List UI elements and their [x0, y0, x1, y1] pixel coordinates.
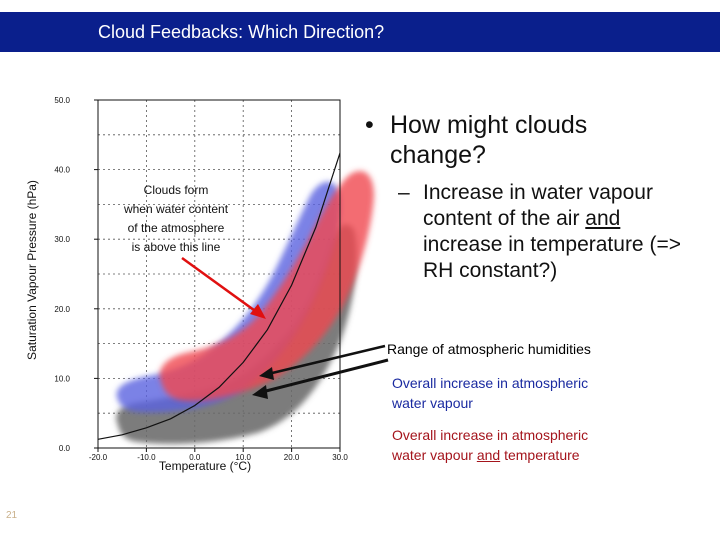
blue-annotation: Overall increase in atmospheric water va…	[392, 373, 588, 413]
sub-bullet-part2: increase in temperature (=> RH constant?…	[423, 233, 681, 282]
svp-curve	[97, 152, 341, 440]
y-axis-label: Saturation Vapour Pressure (hPa)	[25, 180, 39, 360]
red-annotation: Overall increase in atmospheric water va…	[392, 425, 588, 465]
sub-bullet-and: and	[585, 207, 621, 230]
x-tick-label: -20.0	[89, 453, 108, 462]
y-tick-label: 50.0	[54, 96, 70, 105]
x-tick-label: 10.0	[235, 453, 251, 462]
x-axis-label: Temperature (°C)	[159, 459, 251, 473]
slide-number: 21	[6, 510, 18, 521]
sub-bullet-text: Increase in water vapour content of the …	[423, 180, 683, 284]
tick-labels: -20.0 -10.0 0.0 10.0 20.0 30.0 0.0 10.0 20.0 30.0…	[54, 96, 348, 462]
blue-annotation-line: Overall increase in atmospheric	[392, 375, 589, 391]
x-tick-label: 0.0	[189, 453, 201, 462]
humidity-regions	[116, 170, 374, 444]
main-bullet-text: How might clouds change?	[390, 111, 588, 169]
range-annotation: Range of atmospheric humidities	[387, 341, 591, 357]
red-annotation-line: Overall increase in atmospheric	[392, 427, 589, 443]
clouds-form-label: Clouds form when water content of the at…	[123, 183, 229, 254]
grey-humidity-region	[116, 224, 357, 444]
sub-bullet-dash: –	[398, 181, 410, 204]
clouds-form-line: Clouds form	[144, 183, 209, 197]
plot-frame	[97, 99, 341, 449]
black-arrow-blue-note	[252, 358, 389, 399]
y-tick-label: 40.0	[54, 166, 70, 175]
blue-annotation-line: water vapour	[392, 395, 473, 411]
red-annotation-pre: water vapour	[392, 447, 477, 463]
chart-axes	[94, 99, 341, 452]
clouds-form-line: of the atmosphere	[128, 221, 225, 235]
slide-title: Cloud Feedbacks: Which Direction?	[98, 22, 385, 42]
black-arrow-range	[259, 344, 386, 380]
y-tick-label: 10.0	[54, 374, 70, 383]
red-arrow	[181, 256, 266, 319]
red-annotation-and: and	[476, 447, 501, 463]
sub-bullet-part1: Increase in water vapour content of the …	[423, 181, 653, 230]
y-tick-label: 0.0	[59, 444, 71, 453]
x-tick-label: 20.0	[284, 453, 300, 462]
y-tick-label: 20.0	[54, 305, 70, 314]
bullet-dot: •	[365, 111, 374, 139]
red-humidity-region	[159, 170, 374, 402]
red-annotation-line: water vapour and temperature	[392, 445, 588, 465]
clouds-form-line: when water content	[123, 202, 229, 216]
clouds-form-line: is above this line	[132, 240, 221, 254]
title-bar: Cloud Feedbacks: Which Direction?	[0, 12, 720, 52]
red-annotation-post: temperature	[500, 447, 580, 463]
y-tick-label: 30.0	[54, 235, 70, 244]
x-tick-label: -10.0	[137, 453, 156, 462]
x-tick-label: 30.0	[332, 453, 348, 462]
